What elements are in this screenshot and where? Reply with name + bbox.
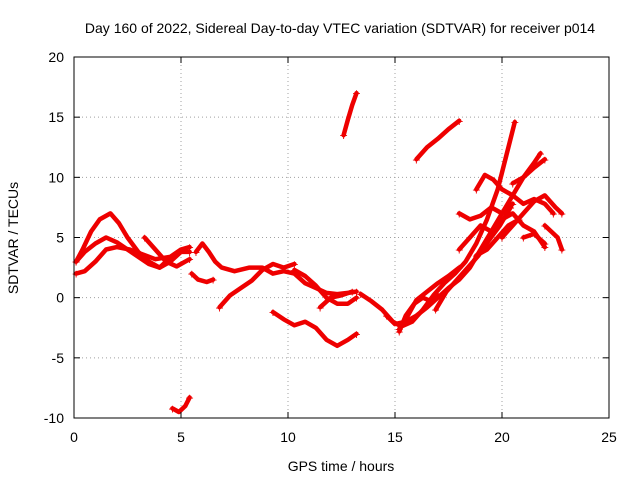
data-point-marker: +	[185, 246, 194, 259]
y-axis-label: SDTVAR / TECUs	[5, 182, 21, 294]
data-point-marker: +	[455, 262, 464, 275]
data-point-marker: +	[290, 264, 299, 277]
y-tick-label: 5	[56, 230, 64, 246]
series-line-arc-16	[397, 293, 441, 334]
data-point-marker: +	[352, 87, 361, 100]
data-point-marker: +	[549, 207, 558, 220]
y-tick-label: -5	[52, 350, 65, 366]
data-point-marker: +	[185, 253, 194, 266]
axis-ticks: 0 5 10 15 20 25 -10 -5 0 5 10 15 20	[44, 49, 617, 445]
x-tick-label: 20	[494, 429, 510, 445]
data-point-marker: +	[382, 310, 391, 323]
data-point-marker: +	[540, 238, 549, 251]
x-tick-label: 15	[387, 429, 403, 445]
series-line-arc-23	[499, 193, 565, 240]
data-point-marker: +	[140, 232, 149, 245]
data-point-marker: +	[472, 250, 481, 263]
series-line-arc-7	[189, 271, 216, 285]
series-line-arc-17	[414, 118, 462, 162]
y-tick-label: 15	[48, 109, 64, 125]
y-tick-label: 10	[48, 169, 64, 185]
data-point-marker: +	[412, 153, 421, 166]
y-tick-label: 20	[48, 49, 64, 65]
data-point-marker: +	[540, 153, 549, 166]
data-point-marker: +	[455, 207, 464, 220]
data-point-marker: +	[168, 402, 177, 415]
data-point-marker: +	[352, 292, 361, 305]
data-point-marker: +	[208, 274, 217, 287]
data-point-marker: +	[352, 328, 361, 341]
x-tick-label: 5	[177, 429, 185, 445]
series-line-arc-18	[433, 205, 513, 312]
data-point-marker: +	[315, 301, 324, 314]
data-point-marker: +	[348, 286, 357, 299]
x-axis-label: GPS time / hours	[288, 458, 395, 474]
data-point-marker: +	[187, 268, 196, 281]
series-traces: + ++++++++++++ ++++++++++++++++++++++++ +++…	[72, 87, 567, 415]
series-line-arc-24	[521, 231, 548, 246]
chart-title: Day 160 of 2022, Sidereal Day-to-day VTE…	[85, 20, 595, 36]
data-point-marker: +	[510, 116, 519, 129]
series-line-arc-8	[217, 261, 297, 310]
data-point-marker: +	[395, 325, 404, 338]
series-line-arc-5	[170, 395, 192, 415]
series-line-arc-12	[341, 90, 359, 138]
data-point-marker: +	[433, 289, 442, 302]
data-point-marker: +	[185, 241, 194, 254]
data-point-marker: +	[72, 268, 81, 281]
data-point-marker: +	[268, 306, 277, 319]
series-line-arc-26	[510, 157, 548, 186]
data-point-marker: +	[352, 286, 361, 299]
series-line-arc-10	[292, 267, 359, 306]
data-point-marker: +	[497, 232, 506, 245]
data-point-marker: +	[356, 288, 365, 301]
data-point-marker: +	[472, 183, 481, 196]
x-tick-label: 10	[280, 429, 296, 445]
data-point-marker: +	[290, 258, 299, 271]
data-point-marker: +	[519, 232, 528, 245]
x-tick-label: 25	[601, 429, 617, 445]
data-point-marker: +	[540, 241, 549, 254]
series-line-arc-25	[542, 223, 565, 252]
data-point-marker: +	[431, 304, 440, 317]
data-point-marker: +	[339, 129, 348, 142]
data-point-marker: +	[72, 256, 81, 269]
data-point-marker: +	[191, 246, 200, 259]
data-point-marker: +	[215, 301, 224, 314]
data-point-marker: +	[455, 244, 464, 257]
series-line-arc-21	[474, 172, 556, 216]
data-point-marker: +	[455, 115, 464, 128]
series-line-arc-3	[73, 235, 192, 270]
data-point-marker: +	[536, 147, 545, 160]
data-point-marker: +	[557, 207, 566, 220]
y-tick-label: 0	[56, 290, 64, 306]
data-point-marker: +	[185, 392, 194, 405]
data-point-marker: +	[557, 244, 566, 257]
series-line-arc-22	[456, 201, 515, 222]
y-tick-label: -10	[44, 410, 64, 426]
data-point-marker: +	[508, 198, 517, 211]
series-line-arc-9	[270, 309, 359, 349]
data-point-marker: +	[508, 177, 517, 190]
x-tick-label: 0	[70, 429, 78, 445]
series-line-arc-4	[142, 235, 192, 269]
series-line-arc-6	[193, 241, 359, 297]
series-line-arc-19	[456, 211, 548, 252]
data-point-marker: +	[540, 219, 549, 232]
series-line-arc-11	[317, 289, 355, 310]
